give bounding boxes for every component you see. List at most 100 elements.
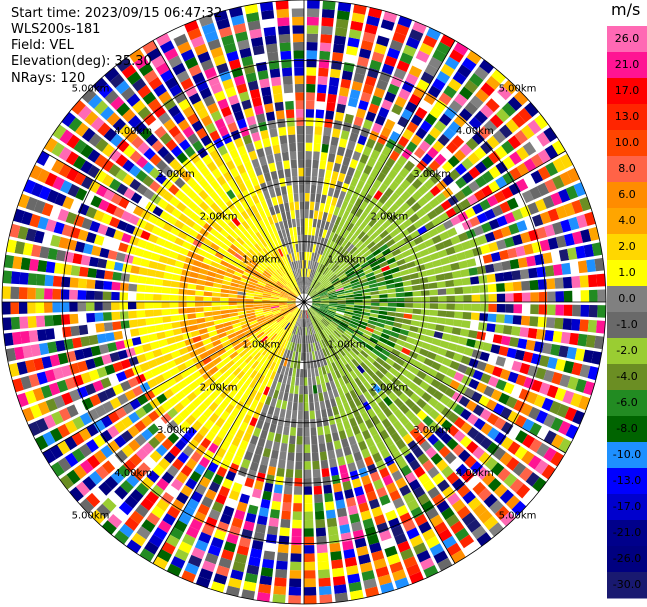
velocity-cell: [65, 151, 79, 166]
velocity-cell: [197, 147, 209, 159]
velocity-cell: [116, 371, 127, 382]
velocity-cell: [379, 261, 389, 268]
velocity-cell: [279, 266, 286, 275]
velocity-cell: [38, 342, 50, 356]
velocity-cell: [260, 200, 268, 210]
velocity-cell: [298, 159, 304, 168]
velocity-cell: [178, 314, 188, 321]
velocity-cell: [162, 316, 172, 323]
velocity-cell: [402, 433, 414, 445]
velocity-cell: [378, 336, 388, 344]
velocity-cell: [296, 318, 300, 327]
velocity-cell: [294, 252, 298, 261]
velocity-cell: [294, 201, 300, 211]
velocity-cell: [344, 148, 354, 159]
velocity-cell: [243, 230, 252, 240]
velocity-cell: [304, 503, 313, 512]
velocity-cell: [544, 178, 557, 193]
velocity-cell: [435, 192, 447, 204]
velocity-cell: [369, 542, 382, 554]
velocity-cell: [306, 277, 310, 286]
velocity-cell: [373, 394, 383, 404]
velocity-cell: [562, 276, 573, 289]
velocity-cell: [123, 254, 134, 264]
velocity-cell: [537, 166, 551, 181]
velocity-cell: [142, 91, 157, 105]
velocity-cell: [44, 315, 54, 327]
velocity-cell: [255, 523, 267, 534]
velocity-cell: [479, 284, 489, 293]
velocity-cell: [555, 205, 568, 219]
velocity-cell: [358, 100, 369, 111]
velocity-cell: [263, 217, 270, 227]
velocity-cell: [41, 356, 53, 369]
velocity-cell: [304, 268, 306, 277]
velocity-cell: [313, 142, 321, 152]
velocity-cell: [468, 180, 480, 193]
velocity-cell: [507, 135, 522, 150]
velocity-cell: [166, 465, 179, 478]
velocity-cell: [389, 229, 399, 238]
velocity-cell: [125, 347, 136, 358]
velocity-cell: [293, 50, 304, 59]
velocity-cell: [146, 325, 156, 334]
velocity-cell: [195, 444, 207, 456]
velocity-cell: [101, 174, 114, 187]
velocity-cell: [434, 153, 447, 166]
velocity-cell: [354, 227, 363, 237]
velocity-cell: [231, 67, 244, 78]
velocity-cell: [283, 392, 289, 402]
velocity-cell: [206, 375, 216, 386]
velocity-cell: [444, 106, 458, 120]
velocity-cell: [383, 436, 394, 448]
velocity-cell: [278, 300, 288, 302]
velocity-cell: [428, 282, 438, 289]
velocity-cell: [114, 485, 128, 500]
velocity-cell: [220, 260, 230, 268]
velocity-cell: [99, 247, 110, 259]
velocity-cell: [166, 377, 177, 388]
velocity-cell: [451, 327, 462, 336]
velocity-cell: [387, 302, 397, 307]
velocity-cell: [471, 285, 480, 294]
velocity-cell: [310, 418, 316, 428]
velocity-cell: [294, 477, 303, 487]
velocity-cell: [401, 274, 411, 282]
velocity-cell: [285, 100, 294, 110]
colorbar-segment: [607, 338, 647, 365]
velocity-cell: [488, 218, 500, 230]
velocity-cell: [433, 204, 445, 216]
velocity-cell: [155, 218, 166, 229]
velocity-cell: [186, 295, 196, 301]
velocity-cell: [372, 383, 382, 394]
velocity-cell: [260, 567, 274, 577]
velocity-cell: [246, 289, 255, 294]
velocity-cell: [355, 108, 367, 119]
velocity-cell: [297, 410, 303, 420]
velocity-cell: [318, 228, 324, 238]
velocity-cell: [242, 242, 251, 251]
velocity-cell: [564, 407, 577, 422]
velocity-cell: [153, 316, 163, 325]
velocity-cell: [452, 270, 462, 279]
velocity-cell: [274, 314, 283, 320]
velocity-cell: [280, 307, 289, 311]
velocity-cell: [216, 375, 227, 385]
velocity-cell: [293, 393, 299, 403]
velocity-cell: [310, 317, 316, 325]
velocity-cell: [354, 537, 367, 549]
velocity-cell: [386, 311, 396, 317]
velocity-cell: [232, 367, 242, 377]
velocity-cell: [360, 234, 370, 243]
velocity-cell: [198, 456, 211, 469]
velocity-cell: [305, 318, 308, 327]
velocity-cell: [319, 264, 325, 273]
velocity-cell: [198, 328, 208, 335]
velocity-cell: [161, 302, 170, 308]
velocity-cell: [550, 192, 563, 206]
velocity-cell: [138, 267, 149, 276]
velocity-cell: [285, 263, 291, 272]
velocity-cell: [257, 174, 266, 185]
velocity-cell: [474, 66, 489, 81]
velocity-cell: [195, 79, 209, 92]
